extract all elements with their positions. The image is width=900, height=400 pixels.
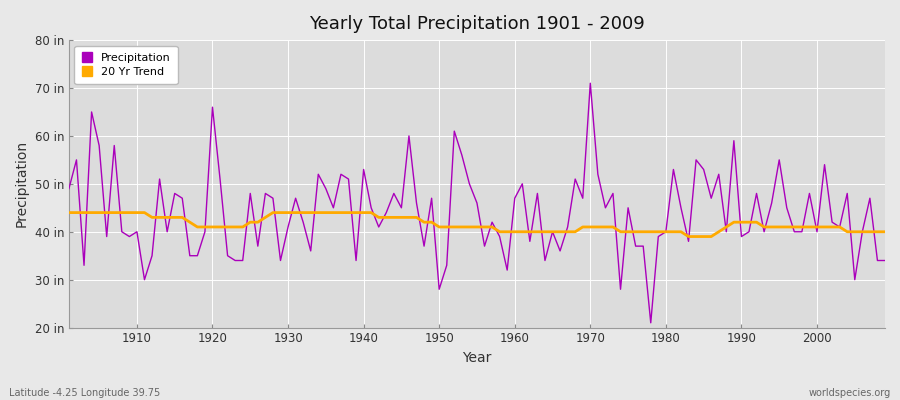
Title: Yearly Total Precipitation 1901 - 2009: Yearly Total Precipitation 1901 - 2009 xyxy=(309,15,644,33)
Text: Latitude -4.25 Longitude 39.75: Latitude -4.25 Longitude 39.75 xyxy=(9,388,160,398)
Text: worldspecies.org: worldspecies.org xyxy=(809,388,891,398)
Legend: Precipitation, 20 Yr Trend: Precipitation, 20 Yr Trend xyxy=(75,46,177,84)
Y-axis label: Precipitation: Precipitation xyxy=(15,140,29,228)
X-axis label: Year: Year xyxy=(463,351,491,365)
